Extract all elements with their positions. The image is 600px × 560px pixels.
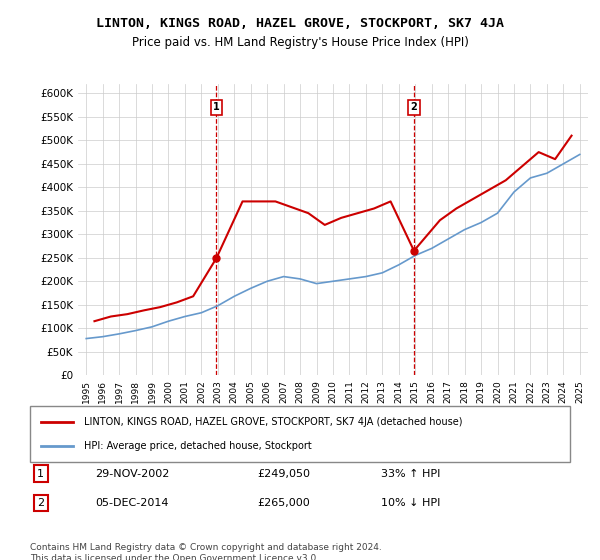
Text: £265,000: £265,000 bbox=[257, 498, 310, 508]
Text: Contains HM Land Registry data © Crown copyright and database right 2024.
This d: Contains HM Land Registry data © Crown c… bbox=[30, 543, 382, 560]
Text: 1: 1 bbox=[37, 469, 44, 479]
Text: HPI: Average price, detached house, Stockport: HPI: Average price, detached house, Stoc… bbox=[84, 441, 312, 451]
Text: 10% ↓ HPI: 10% ↓ HPI bbox=[381, 498, 440, 508]
Text: Price paid vs. HM Land Registry's House Price Index (HPI): Price paid vs. HM Land Registry's House … bbox=[131, 36, 469, 49]
Text: LINTON, KINGS ROAD, HAZEL GROVE, STOCKPORT, SK7 4JA: LINTON, KINGS ROAD, HAZEL GROVE, STOCKPO… bbox=[96, 17, 504, 30]
Text: 05-DEC-2014: 05-DEC-2014 bbox=[95, 498, 168, 508]
Text: 2: 2 bbox=[37, 498, 44, 508]
Text: 33% ↑ HPI: 33% ↑ HPI bbox=[381, 469, 440, 479]
Text: 2: 2 bbox=[410, 102, 418, 113]
FancyBboxPatch shape bbox=[30, 406, 570, 462]
Text: LINTON, KINGS ROAD, HAZEL GROVE, STOCKPORT, SK7 4JA (detached house): LINTON, KINGS ROAD, HAZEL GROVE, STOCKPO… bbox=[84, 417, 463, 427]
Text: £249,050: £249,050 bbox=[257, 469, 310, 479]
Text: 1: 1 bbox=[213, 102, 220, 113]
Text: 29-NOV-2002: 29-NOV-2002 bbox=[95, 469, 169, 479]
